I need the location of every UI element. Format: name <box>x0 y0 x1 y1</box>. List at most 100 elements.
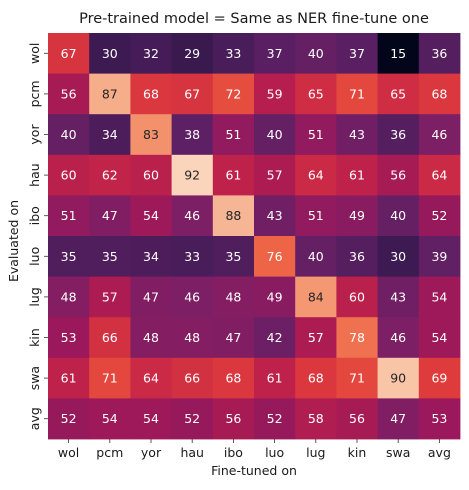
heatmap-cell <box>212 276 255 318</box>
heatmap-cell <box>48 195 90 237</box>
heatmap-cell <box>377 114 420 156</box>
heatmap-cell <box>295 154 337 196</box>
cell-value-label: 66 <box>184 371 200 386</box>
cell-value-label: 76 <box>267 249 283 264</box>
cell-value-label: 42 <box>267 330 283 345</box>
cell-value-label: 54 <box>431 289 447 304</box>
cell-value-label: 67 <box>184 86 200 101</box>
heatmap-cell <box>418 195 461 237</box>
heatmap-cell <box>130 236 172 277</box>
heatmap-cell <box>89 398 131 440</box>
heatmap-cell <box>48 398 90 440</box>
heatmap-cell <box>377 73 420 115</box>
cell-value-label: 37 <box>349 46 365 61</box>
cell-value-label: 46 <box>390 330 406 345</box>
cell-value-label: 84 <box>308 289 324 304</box>
cell-value-label: 47 <box>102 208 118 223</box>
y-tick-label: yor <box>27 124 42 145</box>
heatmap-cell <box>48 33 90 74</box>
heatmap-cells: 67 30 32 29 33 37 40 37 15 36 56 87 68 67 72 59 65 71 65 68… <box>48 33 461 440</box>
cell-value-label: 46 <box>184 289 200 304</box>
heatmap-cell <box>212 33 255 74</box>
cell-value-label: 35 <box>102 249 118 264</box>
heatmap-cell <box>336 154 378 196</box>
cell-value-label: 52 <box>184 411 200 426</box>
x-tick-label: swa <box>386 445 410 460</box>
heatmap-cell <box>377 33 420 74</box>
cell-value-label: 49 <box>349 208 365 223</box>
heatmap-cell <box>89 73 131 115</box>
heatmap-cell <box>418 236 461 277</box>
cell-value-label: 65 <box>390 86 406 101</box>
cell-value-label: 88 <box>225 208 241 223</box>
heatmap-cell <box>418 154 461 196</box>
heatmap-cell <box>171 236 214 277</box>
cell-value-label: 60 <box>143 168 159 183</box>
heatmap-cell <box>171 398 214 440</box>
cell-value-label: 61 <box>267 371 283 386</box>
cell-value-label: 39 <box>431 249 447 264</box>
cell-value-label: 66 <box>102 330 118 345</box>
heatmap-cell <box>89 236 131 277</box>
cell-value-label: 92 <box>184 168 200 183</box>
cell-value-label: 49 <box>267 289 283 304</box>
heatmap-cell <box>254 276 296 318</box>
cell-value-label: 48 <box>143 330 159 345</box>
x-tick-label: yor <box>141 445 162 460</box>
heatmap-cell <box>336 195 378 237</box>
heatmap-cell <box>295 398 337 440</box>
heatmap-cell <box>295 357 337 399</box>
x-tick-label: luo <box>265 445 284 460</box>
cell-value-label: 43 <box>267 208 283 223</box>
cell-value-label: 58 <box>308 411 324 426</box>
heatmap-cell <box>377 357 420 399</box>
cell-value-label: 54 <box>431 330 447 345</box>
cell-value-label: 56 <box>61 86 77 101</box>
y-tick-label: wol <box>27 43 42 64</box>
heatmap-cell <box>48 357 90 399</box>
cell-value-label: 68 <box>308 371 324 386</box>
cell-value-label: 90 <box>390 371 406 386</box>
cell-value-label: 36 <box>431 46 447 61</box>
heatmap-cell <box>212 317 255 359</box>
heatmap-cell <box>48 236 90 277</box>
cell-value-label: 30 <box>102 46 118 61</box>
cell-value-label: 32 <box>143 46 159 61</box>
x-tick-label: wol <box>58 445 79 460</box>
heatmap-cell <box>212 195 255 237</box>
heatmap-cell <box>336 236 378 277</box>
cell-value-label: 51 <box>61 208 77 223</box>
cell-value-label: 56 <box>390 168 406 183</box>
heatmap-cell <box>48 114 90 156</box>
heatmap-cell <box>89 154 131 196</box>
heatmap-cell <box>377 276 420 318</box>
heatmap-cell <box>377 195 420 237</box>
heatmap-cell <box>254 195 296 237</box>
heatmap-cell <box>171 154 214 196</box>
cell-value-label: 33 <box>184 249 200 264</box>
heatmap-cell <box>130 276 172 318</box>
y-tick-label: luo <box>27 247 42 266</box>
cell-value-label: 54 <box>102 411 118 426</box>
y-tick-label: swa <box>27 366 42 390</box>
cell-value-label: 35 <box>225 249 241 264</box>
heatmap-cell <box>171 33 214 74</box>
heatmap-cell <box>171 114 214 156</box>
heatmap-cell <box>171 73 214 115</box>
x-axis-ticks: wol pcm yor hau ibo luo lug kin swa avg <box>58 439 451 460</box>
cell-value-label: 61 <box>349 168 365 183</box>
y-axis-ticks: wol pcm yor hau ibo luo lug kin swa avg <box>27 43 48 430</box>
cell-value-label: 48 <box>184 330 200 345</box>
heatmap-cell <box>336 276 378 318</box>
heatmap-cell <box>89 276 131 318</box>
heatmap-cell <box>171 317 214 359</box>
cell-value-label: 46 <box>184 208 200 223</box>
cell-value-label: 57 <box>267 168 283 183</box>
heatmap-cell <box>130 73 172 115</box>
x-tick-label: lug <box>306 445 325 460</box>
heatmap-cell <box>418 33 461 74</box>
heatmap-cell <box>295 195 337 237</box>
heatmap-cell <box>130 398 172 440</box>
heatmap-cell <box>336 73 378 115</box>
heatmap-cell <box>130 195 172 237</box>
